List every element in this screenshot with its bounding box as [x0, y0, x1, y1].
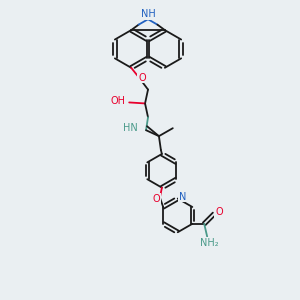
- Text: NH₂: NH₂: [200, 238, 218, 248]
- Text: N: N: [179, 192, 186, 202]
- Text: O: O: [215, 207, 223, 217]
- Text: HN: HN: [123, 123, 138, 133]
- Text: OH: OH: [110, 97, 125, 106]
- Text: NH: NH: [141, 9, 155, 19]
- Text: O: O: [152, 194, 160, 203]
- Text: O: O: [138, 73, 146, 83]
